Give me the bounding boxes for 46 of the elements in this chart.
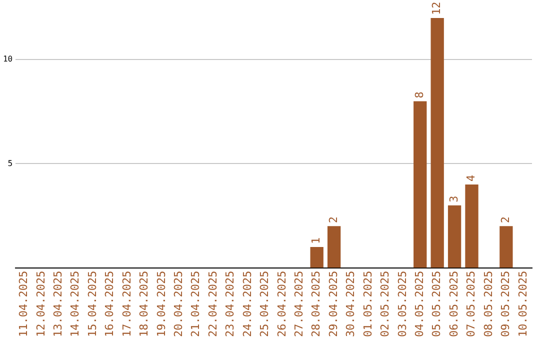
x-tick-label: 13.04.2025 <box>52 270 65 338</box>
x-tick-label: 02.05.2025 <box>378 270 392 338</box>
x-tick-label: 10.05.2025 <box>516 270 530 338</box>
x-tick-label: 09.05.2025 <box>499 270 512 338</box>
x-tick-label: 08.05.2025 <box>482 270 495 338</box>
x-tick-label: 04.05.2025 <box>412 270 426 338</box>
bar <box>500 226 513 268</box>
x-tick-label: 22.04.2025 <box>206 270 220 338</box>
x-tick-label: 18.04.2025 <box>138 270 151 338</box>
x-tick-label: 11.04.2025 <box>17 270 30 338</box>
x-tick-label: 05.05.2025 <box>430 270 444 338</box>
x-tick-label: 29.04.2025 <box>326 270 340 338</box>
data-label: 2 <box>499 216 512 224</box>
data-label: 1 <box>310 237 323 244</box>
x-tick-label: 03.05.2025 <box>396 270 409 338</box>
y-tick-label: 5 <box>8 158 13 168</box>
x-tick-label: 27.04.2025 <box>292 270 306 338</box>
x-tick-label: 25.04.2025 <box>258 270 272 338</box>
data-label: 2 <box>326 216 340 224</box>
x-tick-label: 24.04.2025 <box>240 270 254 338</box>
data-label: 3 <box>447 196 460 202</box>
bar <box>448 205 462 268</box>
data-label: 8 <box>412 92 426 98</box>
bar <box>465 184 478 268</box>
x-tick-label: 19.04.2025 <box>154 270 168 338</box>
x-tick-label: 12.04.2025 <box>34 270 48 338</box>
x-tick-label: 16.04.2025 <box>103 270 116 338</box>
x-tick-label: 20.04.2025 <box>172 270 186 338</box>
bar <box>310 246 324 268</box>
x-tick-label: 07.05.2025 <box>464 270 478 338</box>
x-tick-label: 01.05.2025 <box>361 270 374 338</box>
bar <box>430 18 444 268</box>
y-tick-label: 10 <box>2 54 13 64</box>
x-tick-label: 28.04.2025 <box>310 270 323 338</box>
bar <box>327 226 341 268</box>
x-tick-label: 17.04.2025 <box>120 270 134 338</box>
x-tick-label: 30.04.2025 <box>344 270 358 338</box>
x-tick-label: 06.05.2025 <box>447 270 460 338</box>
data-label: 4 <box>464 174 478 182</box>
bar <box>414 101 427 268</box>
x-tick-label: 23.04.2025 <box>224 270 237 338</box>
x-tick-label: 15.04.2025 <box>86 270 99 338</box>
x-tick-label: 21.04.2025 <box>189 270 202 338</box>
x-tick-label: 26.04.2025 <box>275 270 288 338</box>
data-label: 12 <box>430 2 444 15</box>
x-tick-label: 14.04.2025 <box>68 270 82 338</box>
